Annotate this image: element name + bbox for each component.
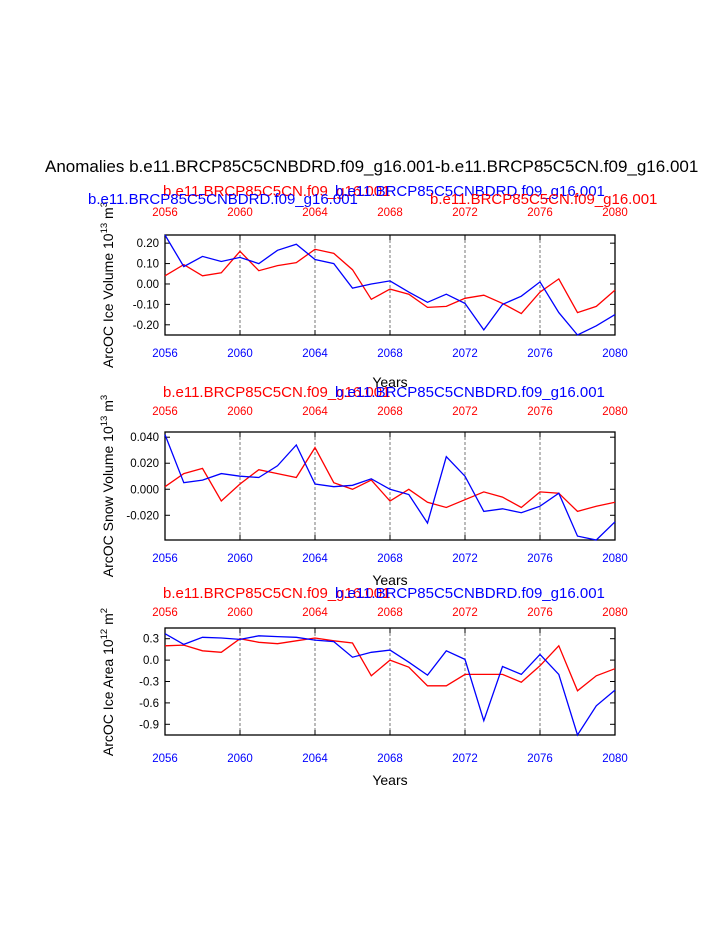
run-label-experiment: b.e11.BRCP85C5CNBDRD.f09_g16.001: [335, 183, 605, 200]
x-tick-label-top: 2076: [527, 406, 553, 418]
y-tick-label: -0.020: [126, 510, 159, 522]
y-tick-label: 0.000: [130, 484, 159, 496]
x-tick-label-top: 2068: [377, 406, 403, 418]
y-label-exponent: 2: [99, 608, 110, 613]
x-tick-label-bottom: 2072: [452, 348, 478, 360]
x-tick-label-bottom: 2056: [152, 553, 178, 565]
run-label-control-extra: b.e11.BRCP85C5CN.f09_g16.001: [430, 191, 657, 208]
x-tick-label-bottom: 2080: [602, 753, 628, 765]
x-tick-label-top: 2068: [377, 207, 403, 219]
x-tick-label-bottom: 2080: [602, 348, 628, 360]
chart-panel-1: 0.20 0.10 0.00 -0.10 -0.20 2056 2056 2060 2060 20…: [88, 183, 657, 390]
x-tick-label-bottom: 2068: [377, 348, 403, 360]
y-label-text: ArcOC Snow Volume 10: [100, 426, 116, 577]
x-tick-label-bottom: 2064: [302, 348, 328, 360]
x-tick-label-top: 2056: [152, 207, 178, 219]
y-label-exponent: 3: [99, 395, 110, 400]
y-label-text: m: [100, 613, 116, 629]
y-tick-label: -0.6: [139, 698, 159, 710]
x-tick-label-bottom: 2076: [527, 553, 553, 565]
x-tick-label-bottom: 2068: [377, 753, 403, 765]
y-label-text: m: [100, 207, 116, 223]
x-tick-label-top: 2056: [152, 406, 178, 418]
run-label-experiment: b.e11.BRCP85C5CNBDRD.f09_g16.001: [335, 384, 605, 401]
series-line-blue: [164, 633, 616, 737]
x-tick-label-bottom: 2080: [602, 553, 628, 565]
y-tick-label: 0.00: [137, 279, 159, 291]
x-tick-label-top: 2080: [602, 406, 628, 418]
run-label-control: b.e11.BRCP85C5CN.f09_g16.001: [163, 183, 390, 200]
y-tick-label: -0.3: [139, 677, 159, 689]
x-tick-label-bottom: 2060: [227, 348, 253, 360]
x-tick-label-bottom: 2076: [527, 753, 553, 765]
chart-panel-2: 0.040 0.020 0.000 -0.020 2056 2056 2060 2060 206…: [99, 384, 628, 588]
y-label-exponent: 12: [99, 629, 110, 640]
y-tick-label: 0.20: [137, 238, 159, 250]
x-tick-label-top: 2072: [452, 406, 478, 418]
series-line-blue: [164, 434, 616, 541]
y-axis-label: ArcOC Ice Area 1012 m2: [99, 608, 116, 756]
x-tick-label-bottom: 2060: [227, 753, 253, 765]
x-axis-label: Years: [372, 374, 407, 390]
y-axis-label: ArcOC Ice Volume 1013 m3: [99, 202, 116, 368]
x-tick-label-top: 2080: [602, 607, 628, 619]
y-tick-label: -0.10: [133, 299, 159, 311]
x-tick-label-top: 2072: [452, 207, 478, 219]
series-line-red: [164, 637, 616, 692]
y-label-exponent: 3: [99, 202, 110, 207]
y-tick-label: 0.0: [143, 655, 159, 667]
run-label-control: b.e11.BRCP85C5CN.f09_g16.001: [163, 384, 390, 401]
x-tick-label-top: 2060: [227, 207, 253, 219]
run-label-experiment-extra: b.e11.BRCP85C5CNBDRD.f09_g16.001: [88, 191, 358, 208]
x-tick-label-bottom: 2060: [227, 553, 253, 565]
x-tick-label-top: 2056: [152, 607, 178, 619]
y-tick-label: -0.9: [139, 719, 159, 731]
x-tick-label-top: 2064: [302, 607, 328, 619]
x-tick-label-top: 2080: [602, 207, 628, 219]
chart-panel-3: 0.3 0.0 -0.3 -0.6 -0.9 2056 2056 2060 2060 2064 20…: [99, 585, 628, 788]
x-tick-label-bottom: 2064: [302, 753, 328, 765]
x-tick-label-bottom: 2072: [452, 553, 478, 565]
x-tick-label-top: 2072: [452, 607, 478, 619]
figure-title: Anomalies b.e11.BRCP85C5CNBDRD.f09_g16.0…: [45, 157, 698, 176]
panels: 0.200.100.00-0.10-0.20205620562060206020…: [88, 183, 657, 788]
x-tick-label-bottom: 2076: [527, 348, 553, 360]
y-tick-label: 0.040: [130, 432, 159, 444]
y-tick-label: 0.3: [143, 634, 159, 646]
x-tick-label-top: 2064: [302, 406, 328, 418]
x-tick-label-bottom: 2056: [152, 348, 178, 360]
y-label-text: ArcOC Ice Volume 10: [100, 233, 116, 368]
run-label-experiment: b.e11.BRCP85C5CNBDRD.f09_g16.001: [335, 585, 605, 602]
x-tick-label-top: 2076: [527, 607, 553, 619]
x-axis-label: Years: [372, 772, 407, 788]
series-line-red: [164, 248, 616, 315]
x-tick-label-top: 2060: [227, 406, 253, 418]
x-tick-label-top: 2064: [302, 207, 328, 219]
y-tick-label: 0.10: [137, 259, 159, 271]
x-tick-label-bottom: 2072: [452, 753, 478, 765]
x-tick-label-bottom: 2068: [377, 553, 403, 565]
y-label-text: ArcOC Ice Area 10: [100, 639, 116, 756]
y-tick-label: 0.020: [130, 458, 159, 470]
x-tick-label-top: 2068: [377, 607, 403, 619]
x-tick-label-bottom: 2056: [152, 753, 178, 765]
run-label-control: b.e11.BRCP85C5CN.f09_g16.001: [163, 585, 390, 602]
x-tick-label-top: 2076: [527, 207, 553, 219]
y-label-exponent: 13: [99, 416, 110, 427]
y-tick-label: -0.20: [133, 320, 159, 332]
y-axis-label: ArcOC Snow Volume 1013 m3: [99, 395, 116, 577]
x-tick-label-bottom: 2064: [302, 553, 328, 565]
x-tick-label-top: 2060: [227, 607, 253, 619]
series-line-red: [164, 446, 616, 513]
series-line-blue: [164, 234, 616, 336]
y-label-text: m: [100, 400, 116, 416]
y-label-exponent: 13: [99, 223, 110, 234]
x-axis-label: Years: [372, 572, 407, 588]
